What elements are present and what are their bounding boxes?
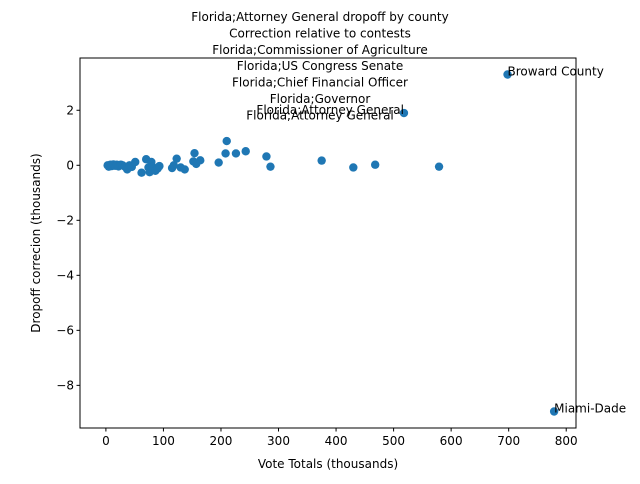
data-point <box>221 149 230 158</box>
data-point <box>190 148 199 158</box>
data-point <box>241 147 250 156</box>
x-tick-label: 100 <box>152 434 175 448</box>
point-annotations: Florida;Attorney General Broward County Mi… <box>256 65 626 416</box>
x-tick-label: 600 <box>440 434 463 448</box>
data-point <box>434 162 444 171</box>
axis-ticks: 0 100 200 300 400 500 600 700 800 −8 −6 −4 −2 0 2 <box>56 103 577 448</box>
data-point <box>180 165 189 174</box>
x-tick-label: 200 <box>210 434 233 448</box>
title-line: Florida;Chief Financial Officer <box>232 76 408 90</box>
y-tick-label: −8 <box>56 378 74 392</box>
x-tick-label: 800 <box>555 434 578 448</box>
y-tick-label: 0 <box>66 158 74 172</box>
x-tick-label: 400 <box>325 434 348 448</box>
data-point <box>266 162 275 171</box>
y-tick-label: −2 <box>56 213 74 227</box>
x-tick-label: 700 <box>497 434 520 448</box>
y-tick-label: 2 <box>66 103 74 117</box>
data-point <box>169 161 178 170</box>
plot-area <box>80 58 576 428</box>
data-point <box>155 161 164 171</box>
y-tick-label: −6 <box>56 323 74 337</box>
data-point <box>399 108 409 118</box>
title-line: Florida;Commissioner of Agriculture <box>212 43 428 57</box>
y-tick-label: −4 <box>56 268 74 282</box>
data-point <box>196 156 205 165</box>
data-point <box>262 152 271 161</box>
data-point <box>131 157 140 167</box>
title-line: Correction relative to contests <box>229 26 411 40</box>
x-tick-label: 0 <box>102 434 110 448</box>
data-point <box>172 154 181 163</box>
point-label: Broward County <box>508 65 604 79</box>
data-point <box>503 70 512 79</box>
point-label: Miami-Dade <box>554 401 626 415</box>
data-point <box>349 163 358 172</box>
plot-frame <box>79 57 577 429</box>
data-point <box>137 168 146 177</box>
title-line: Florida;Attorney General <box>246 108 394 122</box>
data-point <box>317 156 326 165</box>
title-line: Florida;US Congress Senate <box>237 59 403 73</box>
chart-title: Florida;Attorney General dropoff by coun… <box>191 10 449 122</box>
data-point <box>370 160 380 169</box>
y-axis-label: Dropoff correcion (thousands) <box>29 153 43 332</box>
data-points <box>103 70 559 416</box>
x-tick-label: 500 <box>382 434 405 448</box>
data-point <box>222 136 231 146</box>
title-line: Florida;Attorney General dropoff by coun… <box>191 10 449 24</box>
x-axis-label: Vote Totals (thousands) <box>258 457 398 471</box>
title-line: Florida;Governor <box>270 92 371 106</box>
data-point <box>549 407 559 416</box>
data-point <box>214 158 223 167</box>
x-tick-label: 300 <box>267 434 290 448</box>
data-point <box>231 149 241 158</box>
point-label: Florida;Attorney General <box>256 103 404 117</box>
